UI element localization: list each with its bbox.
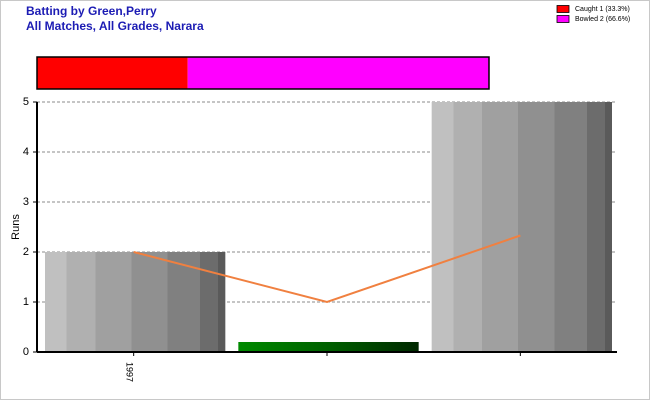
y-tick-label: 5: [23, 96, 29, 108]
y-tick-label: 3: [23, 196, 29, 208]
subtitle: All Matches, All Grades, Narara: [26, 19, 204, 33]
bar: [431, 102, 612, 352]
y-tick-label: 1: [23, 296, 29, 308]
legend-label: Bowled 2 (66.6%): [575, 16, 630, 23]
y-tick-label: 0: [23, 346, 29, 358]
segment: [37, 57, 188, 89]
title: Batting by Green,Perry: [26, 4, 157, 18]
y-axis-label: Runs: [10, 214, 22, 240]
x-tick-label: 1997: [124, 362, 134, 382]
bar: [238, 342, 419, 352]
legend-swatch: [556, 5, 570, 13]
y-tick-label: 2: [23, 246, 29, 258]
line: [133, 234, 521, 304]
bar-outline: [36, 56, 490, 90]
segment: [187, 57, 489, 89]
legend-label: Caught 1 (33.3%): [575, 6, 630, 13]
bar: [45, 252, 226, 352]
y-tick-label: 4: [23, 146, 29, 158]
legend-swatch: [556, 15, 570, 23]
